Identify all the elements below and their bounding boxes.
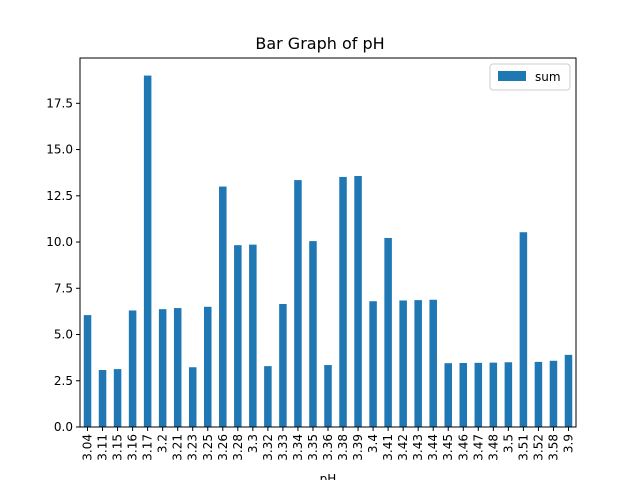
x-tick-label: 3.48 — [486, 434, 500, 461]
chart-title: Bar Graph of pH — [255, 34, 384, 53]
bar-3.3 — [249, 244, 257, 427]
y-tick-label: 5.0 — [54, 328, 73, 342]
bar-3.36 — [324, 365, 332, 427]
x-tick-label: 3.17 — [141, 434, 155, 461]
x-tick-label: 3.15 — [111, 434, 125, 461]
x-tick-label: 3.26 — [216, 434, 230, 461]
x-tick-label: 3.2 — [156, 434, 170, 453]
bar-3.04 — [83, 315, 92, 427]
x-axis-label: pH — [320, 472, 337, 480]
x-tick-label: 3.47 — [471, 434, 485, 461]
bar-3.25 — [204, 306, 212, 427]
bar-3.4 — [369, 301, 377, 427]
bar-3.38 — [339, 176, 347, 427]
bar-3.21 — [173, 308, 182, 427]
y-tick-label: 2.5 — [54, 374, 73, 388]
y-tick-label: 15.0 — [46, 143, 73, 157]
bar-3.11 — [98, 370, 107, 427]
bar-3.5 — [504, 362, 513, 427]
x-tick-label: 3.33 — [276, 434, 290, 461]
bar-3.51 — [519, 232, 528, 427]
bar-3.9 — [564, 354, 573, 427]
x-tick-label: 3.28 — [231, 434, 245, 461]
x-tick-label: 3.32 — [261, 434, 275, 461]
bar-3.23 — [188, 367, 197, 427]
x-tick-label: 3.4 — [366, 434, 380, 453]
bar-3.44 — [429, 299, 437, 427]
bar-3.28 — [234, 245, 242, 427]
bar-3.52 — [534, 361, 543, 427]
x-tick-label: 3.36 — [321, 434, 335, 461]
y-tick-label: 12.5 — [46, 189, 73, 203]
plot-area: 0.0 2.5 5.0 7.5 10.0 12.5 15.0 17.5 3.04 3.11 3.15… — [46, 57, 577, 461]
x-tick-label: 3.3 — [246, 434, 260, 453]
bar-3.34 — [294, 180, 302, 427]
bar-3.39 — [354, 176, 362, 427]
bar-3.2 — [158, 309, 167, 427]
x-tick-label: 3.35 — [306, 434, 320, 461]
x-tick-label: 3.16 — [126, 434, 140, 461]
legend-swatch — [498, 71, 526, 81]
x-tick-label: 3.39 — [351, 434, 365, 461]
x-tick-label: 3.9 — [561, 434, 575, 453]
x-tick-label: 3.58 — [546, 434, 560, 461]
bar-3.32 — [264, 366, 272, 427]
x-tick-label: 3.45 — [441, 434, 455, 461]
x-tick-label: 3.46 — [456, 434, 470, 461]
x-tick-label: 3.23 — [186, 434, 200, 461]
bar-3.41 — [384, 237, 392, 427]
bar-3.42 — [399, 300, 407, 427]
x-tick-label: 3.34 — [291, 434, 305, 461]
x-tick-label: 3.52 — [531, 434, 545, 461]
bar-3.16 — [128, 310, 137, 427]
bar-3.58 — [549, 360, 558, 427]
y-tick-label: 7.5 — [54, 281, 73, 295]
bar-3.15 — [113, 369, 122, 427]
x-tick-label: 3.11 — [96, 434, 110, 461]
bar-3.45 — [444, 363, 452, 427]
legend-label: sum — [535, 70, 561, 84]
x-tick-label: 3.21 — [171, 434, 185, 461]
x-tick-label: 3.38 — [336, 434, 350, 461]
x-tick-label: 3.43 — [411, 434, 425, 461]
bar-3.48 — [489, 362, 498, 427]
legend-box — [489, 63, 571, 91]
bar-3.35 — [309, 241, 317, 427]
bar-3.43 — [414, 300, 422, 427]
x-tick-label: 3.44 — [426, 434, 440, 461]
x-tick-label: 3.25 — [201, 434, 215, 461]
bar-3.33 — [279, 304, 287, 427]
legend: sum — [489, 63, 571, 91]
x-tick-label: 3.04 — [81, 434, 95, 461]
y-tick-label: 17.5 — [46, 96, 73, 110]
y-tick-label: 0.0 — [54, 420, 73, 434]
x-tick-label: 3.41 — [381, 434, 395, 461]
x-tick-label: 3.42 — [396, 434, 410, 461]
bar-3.47 — [474, 362, 483, 427]
x-tick-label: 3.5 — [501, 434, 515, 453]
x-tick-label: 3.51 — [516, 434, 530, 461]
bar-3.17 — [143, 75, 152, 428]
bar-3.46 — [459, 363, 468, 427]
bar-3.26 — [219, 186, 227, 427]
y-tick-label: 10.0 — [46, 235, 73, 249]
